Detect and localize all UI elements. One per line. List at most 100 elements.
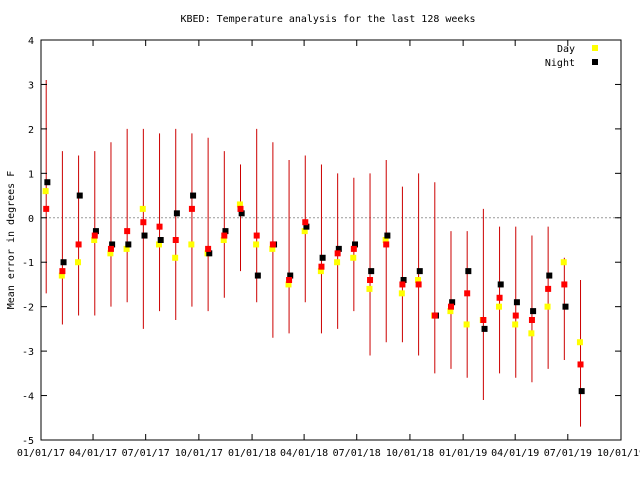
day-point — [528, 330, 535, 337]
day-point — [58, 272, 65, 279]
y-tick-label: 0 — [28, 214, 34, 225]
day-point — [253, 241, 260, 248]
mean-point — [269, 241, 276, 248]
mean-point — [221, 232, 228, 239]
x-tick-label: 01/01/18 — [228, 448, 276, 459]
night-point — [157, 237, 164, 243]
mean-point — [43, 205, 50, 212]
legend: Day Night — [545, 44, 598, 69]
day-point — [495, 303, 502, 310]
day-point — [123, 245, 130, 252]
night-point — [578, 388, 585, 395]
day-point — [75, 259, 82, 266]
day-point — [334, 259, 341, 266]
night-point — [481, 325, 488, 332]
mean-point — [383, 241, 390, 248]
mean-point — [415, 281, 422, 288]
day-point — [317, 268, 324, 275]
night-point — [513, 299, 520, 306]
night-point — [530, 308, 537, 315]
day-point — [188, 241, 195, 248]
x-tick-label: 04/01/19 — [491, 448, 539, 459]
x-tick-label: 10/01/19 — [597, 448, 640, 459]
mean-point — [350, 245, 357, 252]
x-tick-label: 04/01/18 — [280, 448, 328, 459]
mean-point — [545, 285, 552, 292]
day-point — [42, 188, 49, 195]
night-point — [384, 232, 391, 239]
day-point — [91, 237, 98, 243]
night-point — [141, 232, 148, 239]
night-point — [416, 268, 423, 275]
night-point — [222, 228, 229, 235]
x-tick-label: 07/01/18 — [333, 448, 381, 459]
night-point — [206, 250, 213, 257]
day-point — [415, 277, 422, 283]
x-tick-label: 07/01/19 — [544, 448, 592, 459]
mean-point — [237, 205, 244, 212]
mean-point — [367, 277, 374, 283]
y-tick-label: 2 — [28, 125, 34, 136]
x-tick-label: 04/01/17 — [69, 448, 117, 459]
day-point — [366, 285, 373, 292]
day-point — [512, 321, 519, 328]
mean-point — [561, 281, 568, 288]
night-point — [173, 210, 180, 217]
y-axis-ticks: -5 -4 -3 -2 -1 0 1 2 3 4 — [22, 36, 621, 447]
x-tick-label: 01/01/19 — [439, 448, 487, 459]
mean-point — [528, 317, 535, 323]
day-point — [350, 254, 357, 261]
mean-point — [172, 237, 179, 243]
night-point — [562, 303, 569, 310]
legend-label-day: Day — [557, 44, 575, 55]
y-tick-label: -3 — [22, 347, 34, 358]
y-tick-label: -1 — [22, 258, 34, 269]
night-point — [400, 277, 407, 283]
night-point — [238, 210, 245, 217]
mean-point — [480, 317, 487, 323]
y-tick-label: -2 — [22, 303, 34, 314]
day-point — [301, 228, 308, 235]
mean-point — [91, 232, 98, 239]
night-point — [60, 259, 67, 266]
y-axis-label: Mean error in degrees F — [6, 171, 17, 309]
chart-title: KBED: Temperature analysis for the last … — [180, 14, 475, 25]
mean-point — [334, 250, 341, 257]
day-point — [107, 250, 114, 257]
mean-point — [318, 263, 325, 270]
mean-point — [399, 281, 406, 288]
night-point — [319, 254, 326, 261]
y-tick-label: -4 — [22, 392, 34, 403]
x-tick-label: 01/01/17 — [17, 448, 65, 459]
mean-point — [512, 312, 519, 319]
day-point — [155, 241, 162, 248]
y-tick-label: 1 — [28, 169, 34, 180]
day-point — [382, 237, 389, 243]
mean-point — [302, 219, 309, 226]
x-tick-label: 10/01/17 — [175, 448, 223, 459]
night-point — [92, 228, 99, 235]
mean-point — [577, 361, 584, 368]
night-point — [497, 281, 504, 288]
legend-marker-night — [592, 59, 598, 65]
day-point — [172, 254, 179, 261]
x-axis-ticks: 01/01/17 04/01/17 07/01/17 10/01/17 01/01/18… — [17, 40, 640, 459]
mean-point — [188, 205, 195, 212]
mean-point — [205, 245, 212, 252]
data-points — [42, 179, 585, 395]
y-tick-label: 4 — [28, 36, 34, 47]
night-point — [190, 192, 197, 199]
mean-point — [140, 219, 147, 226]
mean-point — [107, 245, 114, 252]
day-point — [236, 201, 243, 208]
day-point — [447, 308, 454, 315]
mean-point — [464, 290, 471, 297]
plot-frame — [40, 39, 622, 441]
night-point — [125, 241, 132, 248]
mean-point — [431, 312, 438, 319]
mean-point — [286, 277, 293, 283]
y-tick-label: 3 — [28, 80, 34, 91]
day-point — [285, 281, 292, 288]
night-point — [44, 179, 51, 186]
